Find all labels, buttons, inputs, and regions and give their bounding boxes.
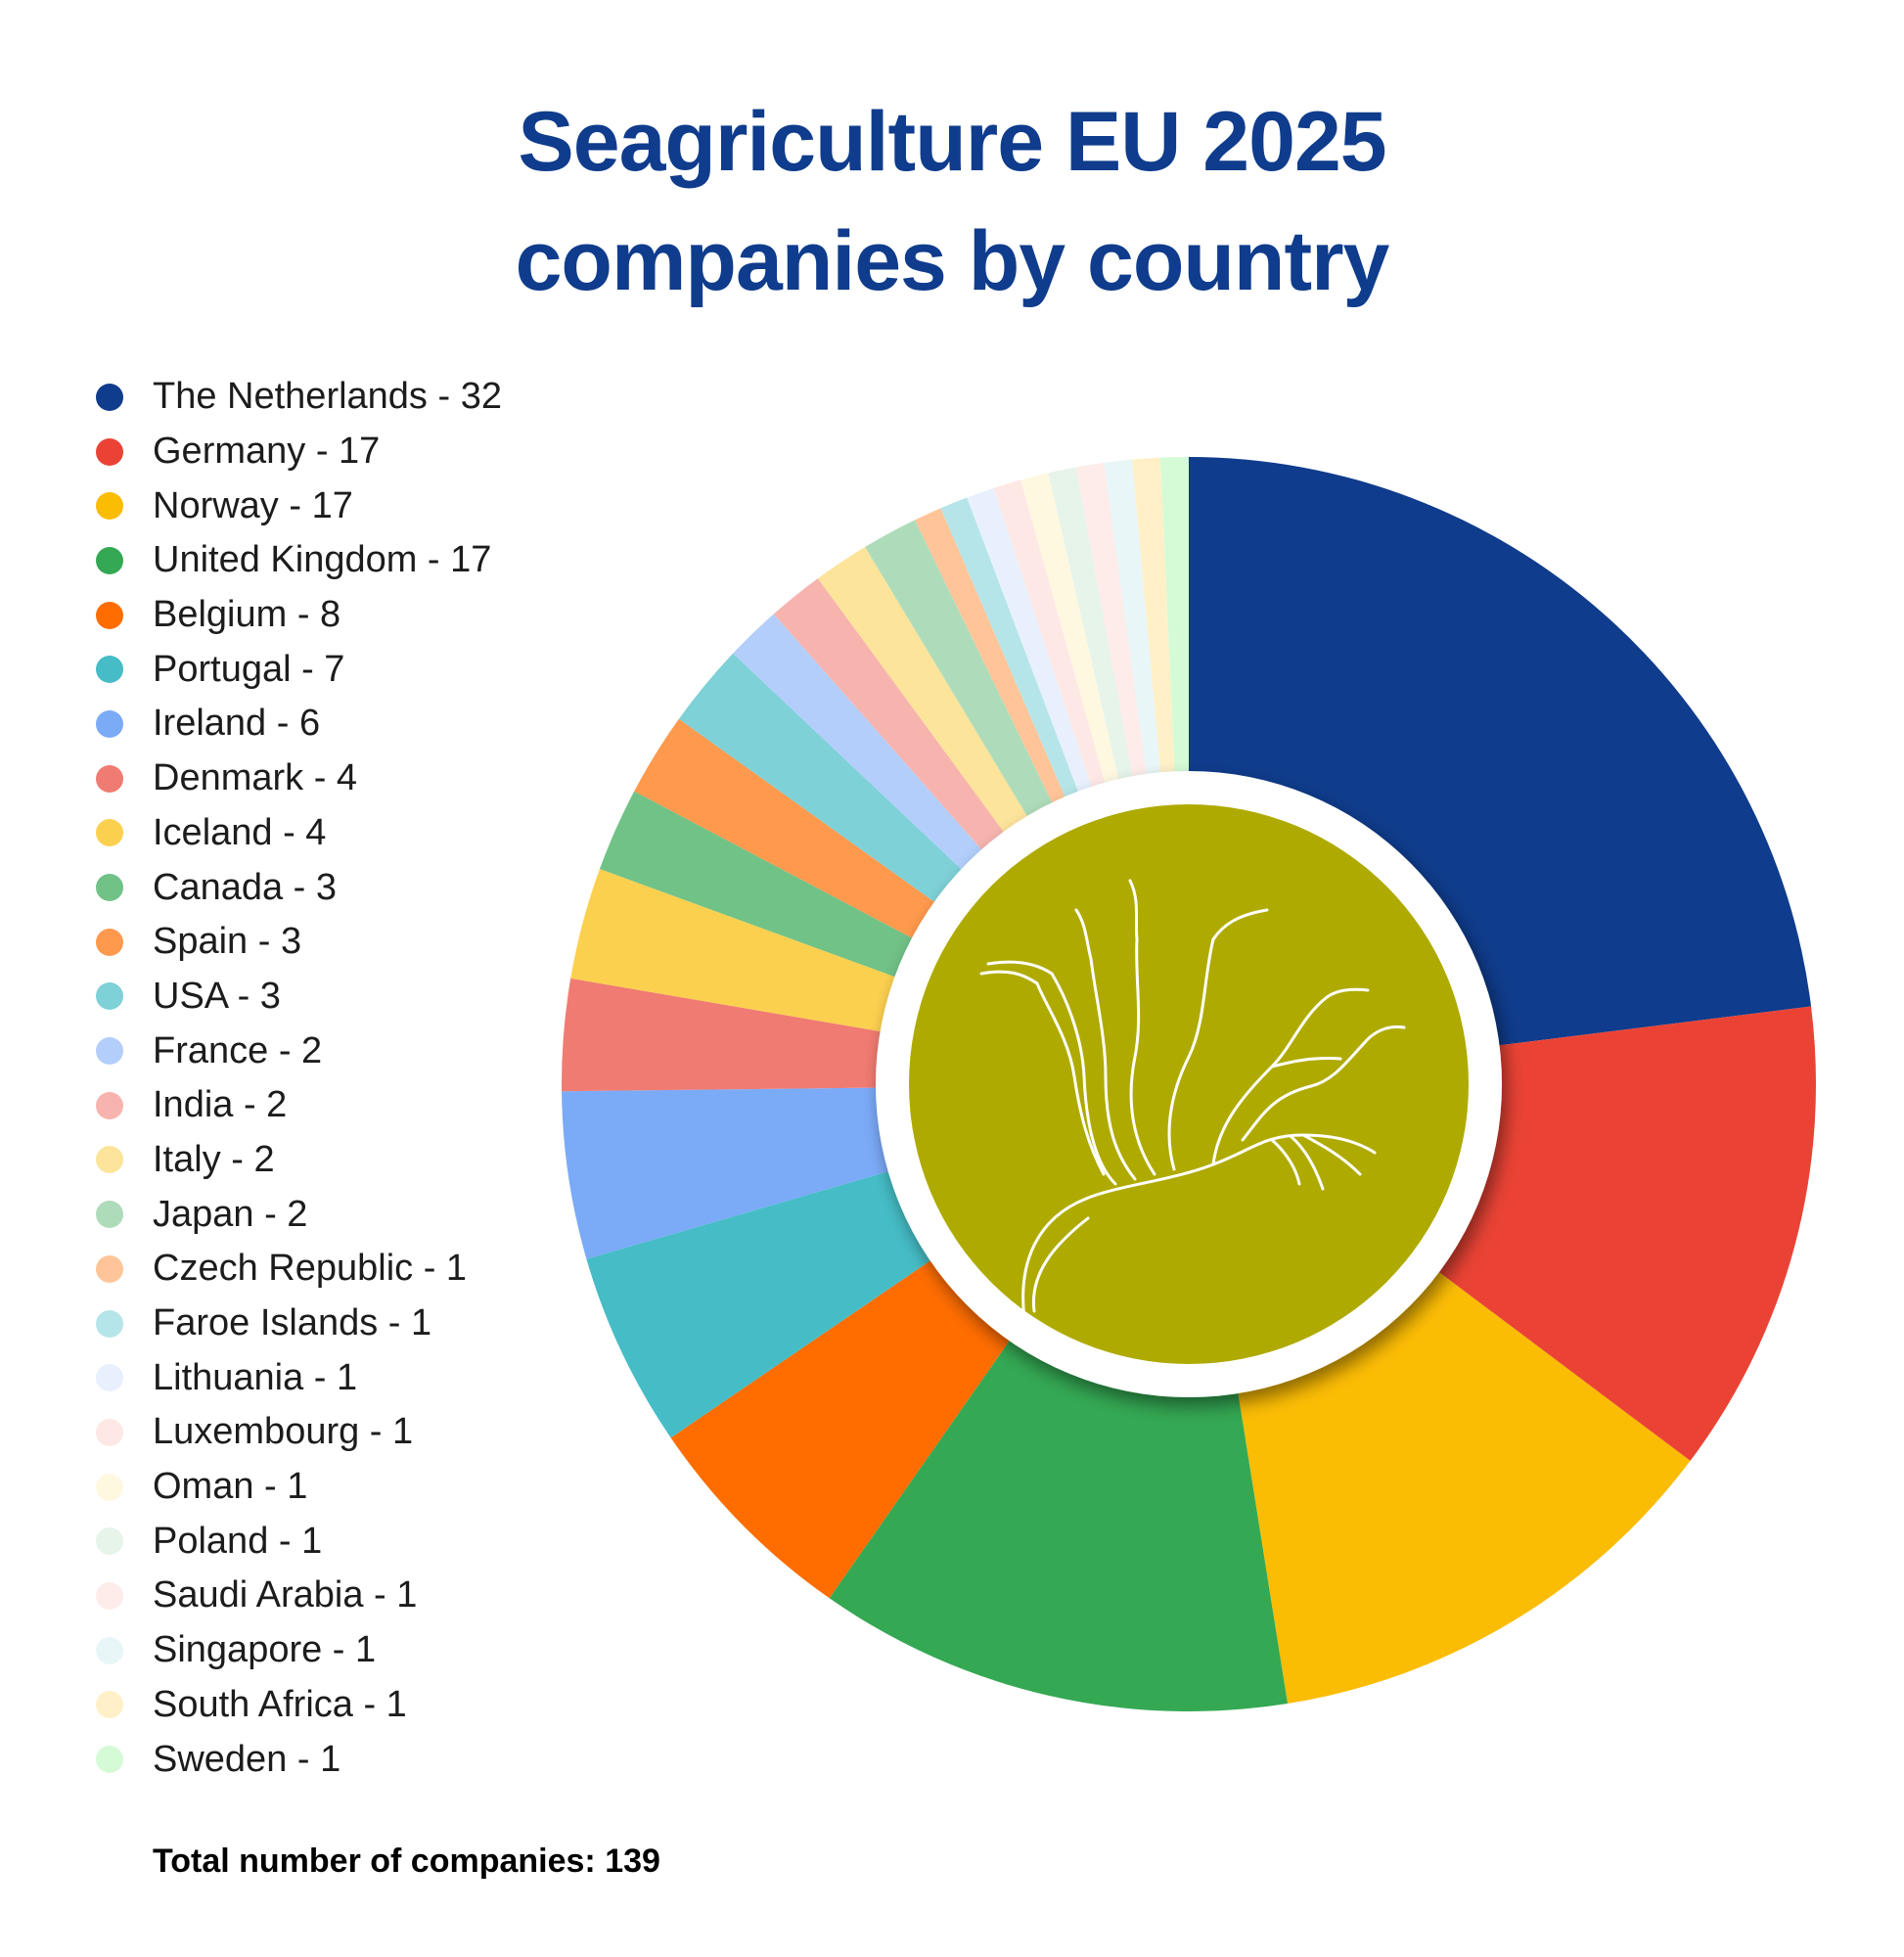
legend-swatch (96, 982, 123, 1011)
legend-label: Japan - 2 (153, 1193, 308, 1235)
legend-swatch (96, 546, 123, 574)
legend-item: Czech Republic - 1 (96, 1242, 502, 1297)
legend-swatch (96, 1309, 123, 1338)
legend-item: Denmark - 4 (96, 751, 502, 806)
legend-label: Lithuania - 1 (153, 1356, 358, 1398)
legend-item: Ireland - 6 (96, 697, 502, 751)
legend-item: Japan - 2 (96, 1187, 502, 1242)
legend-item: USA - 3 (96, 970, 502, 1024)
seaweed-icon (979, 879, 1406, 1321)
legend-label: Belgium - 8 (153, 594, 341, 636)
legend-item: Lithuania - 1 (96, 1350, 502, 1405)
chart-title-line-1: Seagriculture EU 2025 (518, 95, 1386, 189)
legend-swatch (96, 1364, 123, 1392)
legend-item: Faroe Islands - 1 (96, 1297, 502, 1351)
legend-item: Canada - 3 (96, 860, 502, 915)
legend-swatch (96, 656, 123, 684)
legend-item: India - 2 (96, 1078, 502, 1133)
legend-swatch (96, 819, 123, 847)
legend-item: United Kingdom - 17 (96, 533, 502, 588)
legend-label: Singapore - 1 (153, 1629, 377, 1671)
legend-label: Luxembourg - 1 (153, 1411, 414, 1453)
legend-swatch (96, 437, 123, 466)
legend-label: Norway - 17 (153, 484, 353, 526)
legend-label: Germany - 17 (153, 431, 381, 473)
legend-label: South Africa - 1 (153, 1683, 407, 1725)
legend-item: Sweden - 1 (96, 1732, 502, 1787)
legend-label: Spain - 3 (153, 921, 302, 963)
legend-swatch (96, 874, 123, 902)
legend-label: India - 2 (153, 1084, 288, 1126)
legend-label: Denmark - 4 (153, 757, 358, 799)
legend-item: Luxembourg - 1 (96, 1405, 502, 1460)
legend-label: Canada - 3 (153, 866, 338, 908)
legend-label: Italy - 2 (153, 1138, 275, 1180)
legend-item: Saudi Arabia - 1 (96, 1569, 502, 1623)
legend-label: Saudi Arabia - 1 (153, 1574, 418, 1616)
legend-label: The Netherlands - 32 (153, 376, 502, 418)
legend-item: Poland - 1 (96, 1514, 502, 1569)
legend-item: Italy - 2 (96, 1133, 502, 1188)
legend-label: Faroe Islands - 1 (153, 1302, 432, 1344)
legend-item: Oman - 1 (96, 1460, 502, 1515)
legend-label: Portugal - 7 (153, 648, 345, 690)
legend-label: Sweden - 1 (153, 1738, 341, 1780)
legend-label: United Kingdom - 17 (153, 539, 492, 581)
legend-label: Oman - 1 (153, 1466, 308, 1508)
legend-swatch (96, 601, 123, 629)
legend-swatch (96, 383, 123, 411)
legend-label: France - 2 (153, 1029, 323, 1071)
center-logo-disc (909, 804, 1469, 1364)
legend-label: Ireland - 6 (153, 703, 321, 745)
legend-swatch (96, 1091, 123, 1119)
legend-swatch (96, 1146, 123, 1174)
legend-item: Norway - 17 (96, 478, 502, 533)
legend-swatch (96, 1527, 123, 1556)
legend-item: Singapore - 1 (96, 1623, 502, 1678)
chart-title: Seagriculture EU 2025 companies by count… (0, 82, 1904, 321)
legend-item: Spain - 3 (96, 915, 502, 970)
legend-swatch (96, 1746, 123, 1774)
legend-swatch (96, 1691, 123, 1719)
legend-swatch (96, 1201, 123, 1229)
legend-item: The Netherlands - 32 (96, 370, 502, 425)
total-label: Total number of companies: 139 (153, 1843, 660, 1880)
legend-swatch (96, 492, 123, 521)
legend-swatch (96, 1636, 123, 1664)
legend-swatch (96, 928, 123, 956)
chart-legend: The Netherlands - 32 Germany - 17 Norway -… (96, 370, 502, 1787)
legend-swatch (96, 1473, 123, 1501)
legend-swatch (96, 709, 123, 738)
legend-swatch (96, 1254, 123, 1283)
legend-swatch (96, 1581, 123, 1610)
legend-item: Germany - 17 (96, 425, 502, 479)
legend-item: Belgium - 8 (96, 588, 502, 643)
legend-item: South Africa - 1 (96, 1678, 502, 1733)
legend-swatch (96, 1418, 123, 1446)
legend-label: USA - 3 (153, 975, 281, 1017)
chart-title-line-2: companies by country (515, 214, 1390, 308)
legend-item: Iceland - 4 (96, 806, 502, 861)
legend-label: Czech Republic - 1 (153, 1248, 468, 1290)
legend-label: Iceland - 4 (153, 811, 327, 853)
legend-swatch (96, 1037, 123, 1066)
legend-swatch (96, 764, 123, 793)
legend-item: Portugal - 7 (96, 642, 502, 697)
legend-item: France - 2 (96, 1024, 502, 1078)
legend-label: Poland - 1 (153, 1520, 323, 1562)
